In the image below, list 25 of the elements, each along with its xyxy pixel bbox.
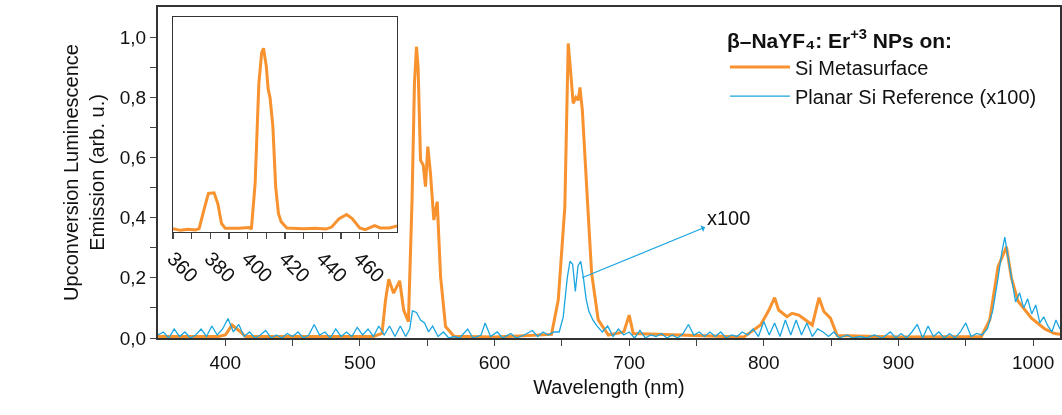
legend-label: Planar Si Reference (x100) xyxy=(794,85,1037,108)
x-axis-title: Wavelength (nm) xyxy=(533,375,685,398)
y-tick-label: 0,8 xyxy=(119,86,147,108)
x-tick-label: 360 xyxy=(163,247,203,287)
legend-label: Si Metasurface xyxy=(794,56,929,79)
x-tick-label: 1000 xyxy=(1011,351,1055,373)
y-tick-label: 0,2 xyxy=(119,267,147,289)
x-tick-label: 800 xyxy=(747,351,780,373)
y-tick-label: 1,0 xyxy=(119,26,147,48)
y-axis-title: Upconversion Luminescence Emission (arb. u.) xyxy=(59,44,108,301)
x-tick-label: 700 xyxy=(613,351,646,373)
x-tick-label: 500 xyxy=(344,351,376,373)
x-tick-label: 400 xyxy=(209,351,242,373)
x-tick-label: 460 xyxy=(349,247,389,287)
x-tick-label: 400 xyxy=(237,247,277,287)
y-tick-label: 0,6 xyxy=(119,147,147,169)
annotation: x100 xyxy=(707,207,751,229)
x-tick-label: 440 xyxy=(312,247,352,287)
x-tick-label: 380 xyxy=(200,247,240,287)
y-tick-label: 0,0 xyxy=(119,327,147,349)
x-tick-label: 900 xyxy=(882,351,915,373)
x-tick-label: 420 xyxy=(275,247,315,287)
legend-title: β–NaYF₄: Er$^{+3}$ NPs on: xyxy=(726,25,953,52)
y-tick-label: 0,4 xyxy=(119,207,147,229)
x-tick-label: 600 xyxy=(478,351,511,373)
